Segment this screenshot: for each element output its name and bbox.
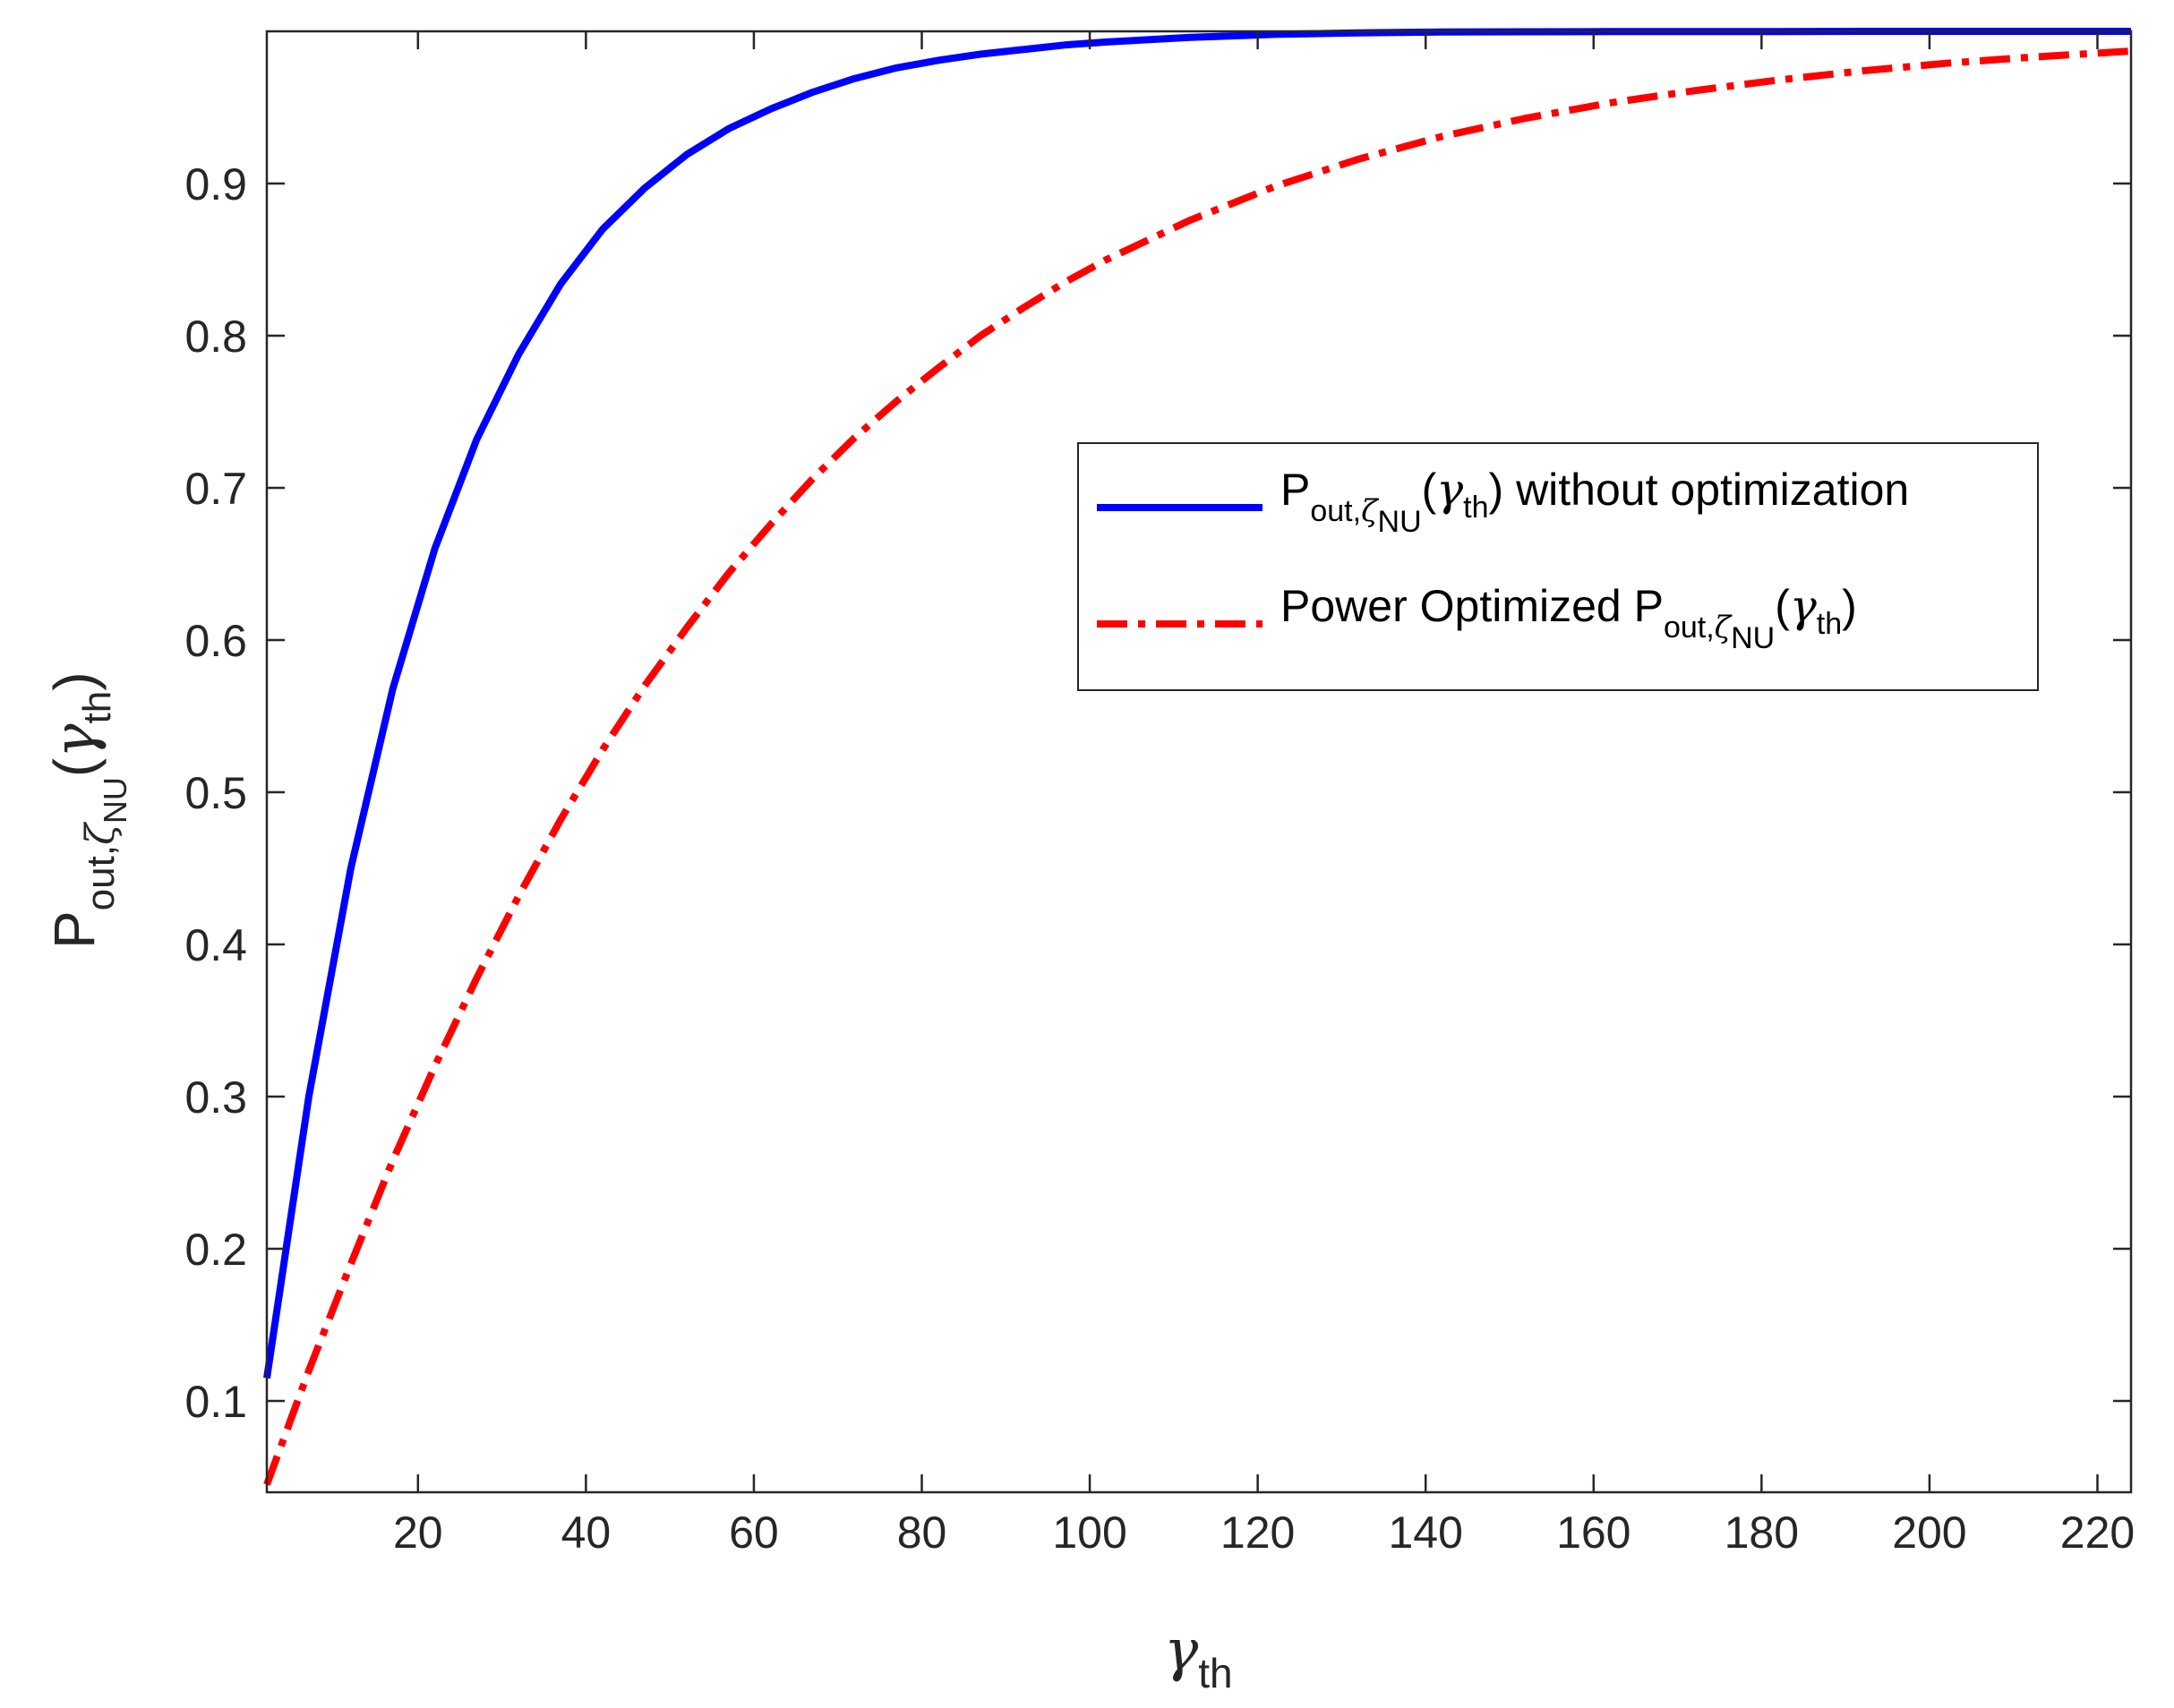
y-tick-label: 0.6: [184, 616, 247, 666]
x-tick-label: 120: [1220, 1507, 1295, 1558]
legend-1-p: P: [1280, 465, 1310, 515]
x-axis-ticks: 20 40 60 80 100 120 140 160 180 200 220: [393, 31, 2135, 1558]
x-tick-label: 40: [561, 1507, 612, 1558]
legend-1-sub-nu: NU: [1378, 505, 1422, 539]
y-tick-label: 0.9: [184, 159, 247, 209]
x-axis-label: γth: [1164, 1618, 1233, 1696]
y-tick-label: 0.7: [184, 464, 247, 514]
legend-2-open: (: [1775, 581, 1790, 631]
y-tick-label: 0.5: [184, 768, 247, 818]
legend-entry-series-2: Power Optimized Pout,ζNU(γth): [1280, 580, 1857, 655]
y-tick-label: 0.2: [184, 1225, 247, 1275]
legend-2-zeta: ζ: [1715, 610, 1733, 645]
y-tick-label: 0.8: [184, 312, 247, 362]
y-label-zeta: ζ: [78, 821, 124, 845]
y-tick-label: 0.4: [184, 920, 247, 970]
y-label-sub-out: out,: [79, 845, 123, 910]
x-tick-label: 140: [1388, 1507, 1462, 1558]
legend-2-p: P: [1634, 581, 1664, 631]
y-axis-label: Pout,ζNU(γth): [42, 671, 133, 949]
legend-entry-series-1: Pout,ζNU(γth) without optimization: [1280, 464, 1909, 539]
x-label-sub: th: [1198, 1650, 1232, 1696]
x-tick-label: 220: [2060, 1507, 2135, 1558]
y-tick-label: 0.3: [184, 1072, 247, 1123]
y-label-gamma: γ: [42, 723, 108, 758]
legend-1-gamma: γ: [1436, 464, 1463, 516]
legend: Pout,ζNU(γth) without optimization Power…: [1077, 442, 2039, 691]
x-tick-label: 60: [729, 1507, 779, 1558]
plot-frame: [265, 30, 2133, 1494]
legend-1-zeta: ζ: [1361, 493, 1380, 529]
legend-2-gamma: γ: [1790, 580, 1817, 632]
legend-1-tail: ) without optimization: [1489, 465, 1910, 515]
x-tick-label: 200: [1892, 1507, 1966, 1558]
y-label-p: P: [42, 910, 107, 949]
x-tick-label: 180: [1725, 1507, 1799, 1558]
legend-box: [1077, 442, 2039, 691]
plot-area: [267, 31, 2131, 1492]
y-tick-label: 0.1: [184, 1377, 247, 1427]
legend-2-tail: ): [1842, 581, 1857, 631]
y-label-sub-th: th: [75, 691, 119, 724]
x-label-gamma: γ: [1164, 1618, 1199, 1684]
legend-1-sub-out: out,: [1310, 494, 1361, 528]
legend-2-sub-th: th: [1817, 607, 1842, 641]
x-tick-label: 20: [393, 1507, 443, 1558]
legend-2-sub-out: out,: [1664, 611, 1715, 645]
legend-1-sub-th: th: [1463, 491, 1488, 525]
legend-2-sub-nu: NU: [1731, 621, 1775, 655]
legend-2-prefix: Power Optimized: [1280, 581, 1634, 631]
y-label-open: (: [42, 758, 107, 777]
legend-1-open: (: [1422, 465, 1437, 515]
x-tick-label: 80: [897, 1507, 947, 1558]
y-label-close: ): [42, 671, 107, 690]
y-axis-ticks: 0.1 0.2 0.3 0.4 0.5 0.6 0.7 0.8 0.9: [184, 159, 2131, 1427]
x-tick-label: 100: [1052, 1507, 1126, 1558]
x-tick-label: 160: [1556, 1507, 1630, 1558]
y-label-sub-nu: NU: [97, 777, 133, 824]
series-line-2: [263, 47, 2132, 1486]
